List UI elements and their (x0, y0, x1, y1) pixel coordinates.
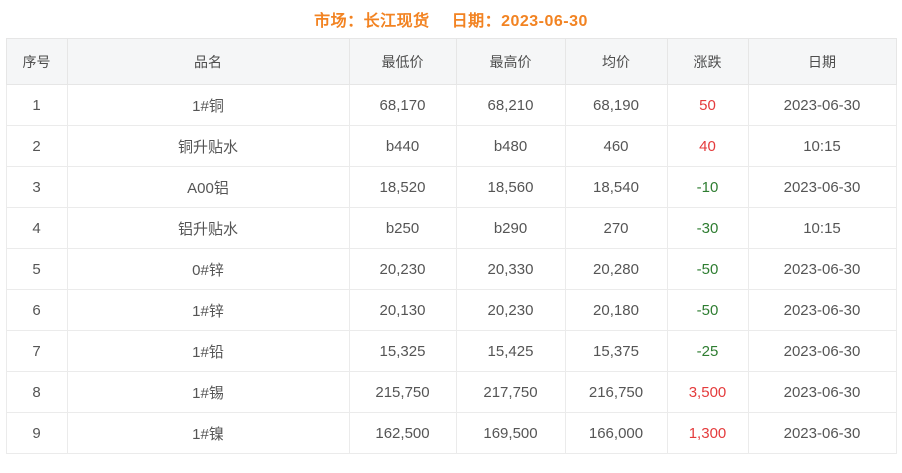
cell-product-name: 0#锌 (66, 248, 350, 290)
table-row: 9 1#镍 162,500 169,500 166,000 1,300 2023… (5, 412, 897, 454)
cell-date: 2023-06-30 (747, 84, 897, 126)
cell-date: 10:15 (747, 125, 897, 167)
cell-date: 2023-06-30 (747, 248, 897, 290)
cell-average-price: 18,540 (564, 166, 668, 208)
cell-highest-price: b290 (455, 207, 566, 249)
cell-serial-number: 4 (5, 207, 68, 249)
cell-highest-price: b480 (455, 125, 566, 167)
cell-change: 3,500 (666, 371, 749, 413)
cell-change: -50 (666, 248, 749, 290)
cell-highest-price: 68,210 (455, 84, 566, 126)
table-row: 4 铝升贴水 b250 b290 270 -30 10:15 (5, 207, 897, 249)
cell-lowest-price: b440 (348, 125, 457, 167)
table-row: 3 A00铝 18,520 18,560 18,540 -10 2023-06-… (5, 166, 897, 208)
cell-change: 50 (666, 84, 749, 126)
cell-change: -50 (666, 289, 749, 331)
cell-serial-number: 1 (5, 84, 68, 126)
cell-change: -30 (666, 207, 749, 249)
cell-lowest-price: 20,130 (348, 289, 457, 331)
column-header-avg: 均价 (564, 38, 668, 85)
cell-change: -10 (666, 166, 749, 208)
cell-product-name: A00铝 (66, 166, 350, 208)
cell-change: 1,300 (666, 412, 749, 454)
cell-average-price: 20,180 (564, 289, 668, 331)
cell-lowest-price: 162,500 (348, 412, 457, 454)
cell-date: 2023-06-30 (747, 166, 897, 208)
cell-lowest-price: 20,230 (348, 248, 457, 290)
price-table: 序号 品名 最低价 最高价 均价 涨跌 日期 1 1#铜 68,170 68,210 68,… (5, 38, 897, 454)
date-label: 日期：2023-06-30 (451, 13, 588, 30)
cell-average-price: 270 (564, 207, 668, 249)
cell-lowest-price: 18,520 (348, 166, 457, 208)
cell-product-name: 1#锌 (66, 289, 350, 331)
cell-product-name: 铜升贴水 (66, 125, 350, 167)
cell-average-price: 20,280 (564, 248, 668, 290)
market-label: 市场：长江现货 (314, 13, 430, 30)
cell-average-price: 166,000 (564, 412, 668, 454)
cell-serial-number: 5 (5, 248, 68, 290)
cell-change: 40 (666, 125, 749, 167)
cell-highest-price: 20,230 (455, 289, 566, 331)
cell-date: 2023-06-30 (747, 330, 897, 372)
cell-product-name: 1#铅 (66, 330, 350, 372)
column-header-change: 涨跌 (666, 38, 749, 85)
column-header-name: 品名 (66, 38, 350, 85)
cell-average-price: 216,750 (564, 371, 668, 413)
table-body: 1 1#铜 68,170 68,210 68,190 50 2023-06-30… (5, 84, 897, 454)
cell-lowest-price: b250 (348, 207, 457, 249)
column-header-date: 日期 (747, 38, 897, 85)
table-row: 7 1#铅 15,325 15,425 15,375 -25 2023-06-3… (5, 330, 897, 372)
cell-product-name: 1#镍 (66, 412, 350, 454)
table-row: 6 1#锌 20,130 20,230 20,180 -50 2023-06-3… (5, 289, 897, 331)
cell-serial-number: 6 (5, 289, 68, 331)
table-row: 1 1#铜 68,170 68,210 68,190 50 2023-06-30 (5, 84, 897, 126)
cell-average-price: 460 (564, 125, 668, 167)
cell-highest-price: 20,330 (455, 248, 566, 290)
cell-date: 2023-06-30 (747, 412, 897, 454)
table-row: 2 铜升贴水 b440 b480 460 40 10:15 (5, 125, 897, 167)
column-header-low: 最低价 (348, 38, 457, 85)
cell-product-name: 1#铜 (66, 84, 350, 126)
cell-date: 2023-06-30 (747, 289, 897, 331)
cell-serial-number: 2 (5, 125, 68, 167)
cell-lowest-price: 215,750 (348, 371, 457, 413)
table-row: 8 1#锡 215,750 217,750 216,750 3,500 2023… (5, 371, 897, 413)
column-header-no: 序号 (5, 38, 68, 85)
cell-serial-number: 3 (5, 166, 68, 208)
column-header-high: 最高价 (455, 38, 566, 85)
cell-average-price: 68,190 (564, 84, 668, 126)
cell-date: 10:15 (747, 207, 897, 249)
page-title: 市场：长江现货 日期：2023-06-30 (0, 0, 902, 38)
cell-change: -25 (666, 330, 749, 372)
cell-lowest-price: 15,325 (348, 330, 457, 372)
cell-product-name: 铝升贴水 (66, 207, 350, 249)
cell-highest-price: 169,500 (455, 412, 566, 454)
cell-serial-number: 9 (5, 412, 68, 454)
table-row: 5 0#锌 20,230 20,330 20,280 -50 2023-06-3… (5, 248, 897, 290)
cell-highest-price: 217,750 (455, 371, 566, 413)
cell-highest-price: 18,560 (455, 166, 566, 208)
cell-date: 2023-06-30 (747, 371, 897, 413)
cell-serial-number: 8 (5, 371, 68, 413)
cell-serial-number: 7 (5, 330, 68, 372)
cell-product-name: 1#锡 (66, 371, 350, 413)
cell-average-price: 15,375 (564, 330, 668, 372)
cell-highest-price: 15,425 (455, 330, 566, 372)
cell-lowest-price: 68,170 (348, 84, 457, 126)
table-header-row: 序号 品名 最低价 最高价 均价 涨跌 日期 (5, 38, 897, 85)
